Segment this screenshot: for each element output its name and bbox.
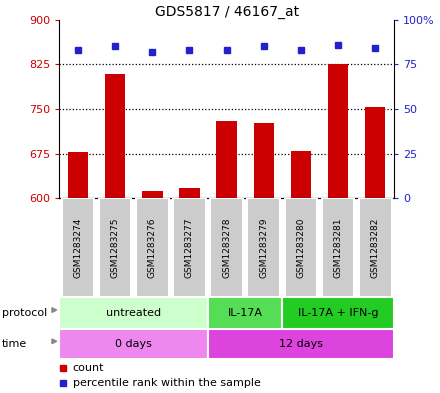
Text: GSM1283274: GSM1283274 [73,217,82,278]
Bar [173,198,206,297]
Text: GSM1283281: GSM1283281 [334,217,343,278]
Bar [322,198,354,297]
Text: GSM1283280: GSM1283280 [297,217,305,278]
Bar [208,297,282,329]
Bar [179,188,200,198]
Bar [99,198,132,297]
Bar [282,297,394,329]
Bar [136,198,169,297]
Text: GSM1283275: GSM1283275 [110,217,120,278]
Bar [62,198,94,297]
Bar [285,198,317,297]
Bar [247,198,280,297]
Text: IL-17A + IFN-g: IL-17A + IFN-g [298,308,378,318]
Bar [208,329,394,359]
Bar [216,121,237,198]
Text: GSM1283276: GSM1283276 [148,217,157,278]
Bar [359,198,392,297]
Text: IL-17A: IL-17A [227,308,263,318]
Bar [142,191,162,198]
Bar [365,107,385,198]
Polygon shape [52,339,57,343]
Bar [59,297,208,329]
Text: GSM1283278: GSM1283278 [222,217,231,278]
Text: GSM1283277: GSM1283277 [185,217,194,278]
Bar [105,75,125,198]
Title: GDS5817 / 46167_at: GDS5817 / 46167_at [154,5,299,18]
Text: GSM1283279: GSM1283279 [259,217,268,278]
Bar [210,198,243,297]
Bar [253,123,274,198]
Text: 0 days: 0 days [115,339,152,349]
Bar [68,152,88,198]
Polygon shape [52,308,57,312]
Text: 12 days: 12 days [279,339,323,349]
Text: count: count [73,364,104,373]
Text: untreated: untreated [106,308,161,318]
Bar [59,329,208,359]
Text: percentile rank within the sample: percentile rank within the sample [73,378,260,388]
Text: time: time [2,339,27,349]
Bar [328,64,348,198]
Bar [291,151,311,198]
Text: GSM1283282: GSM1283282 [371,217,380,278]
Text: protocol: protocol [2,308,48,318]
